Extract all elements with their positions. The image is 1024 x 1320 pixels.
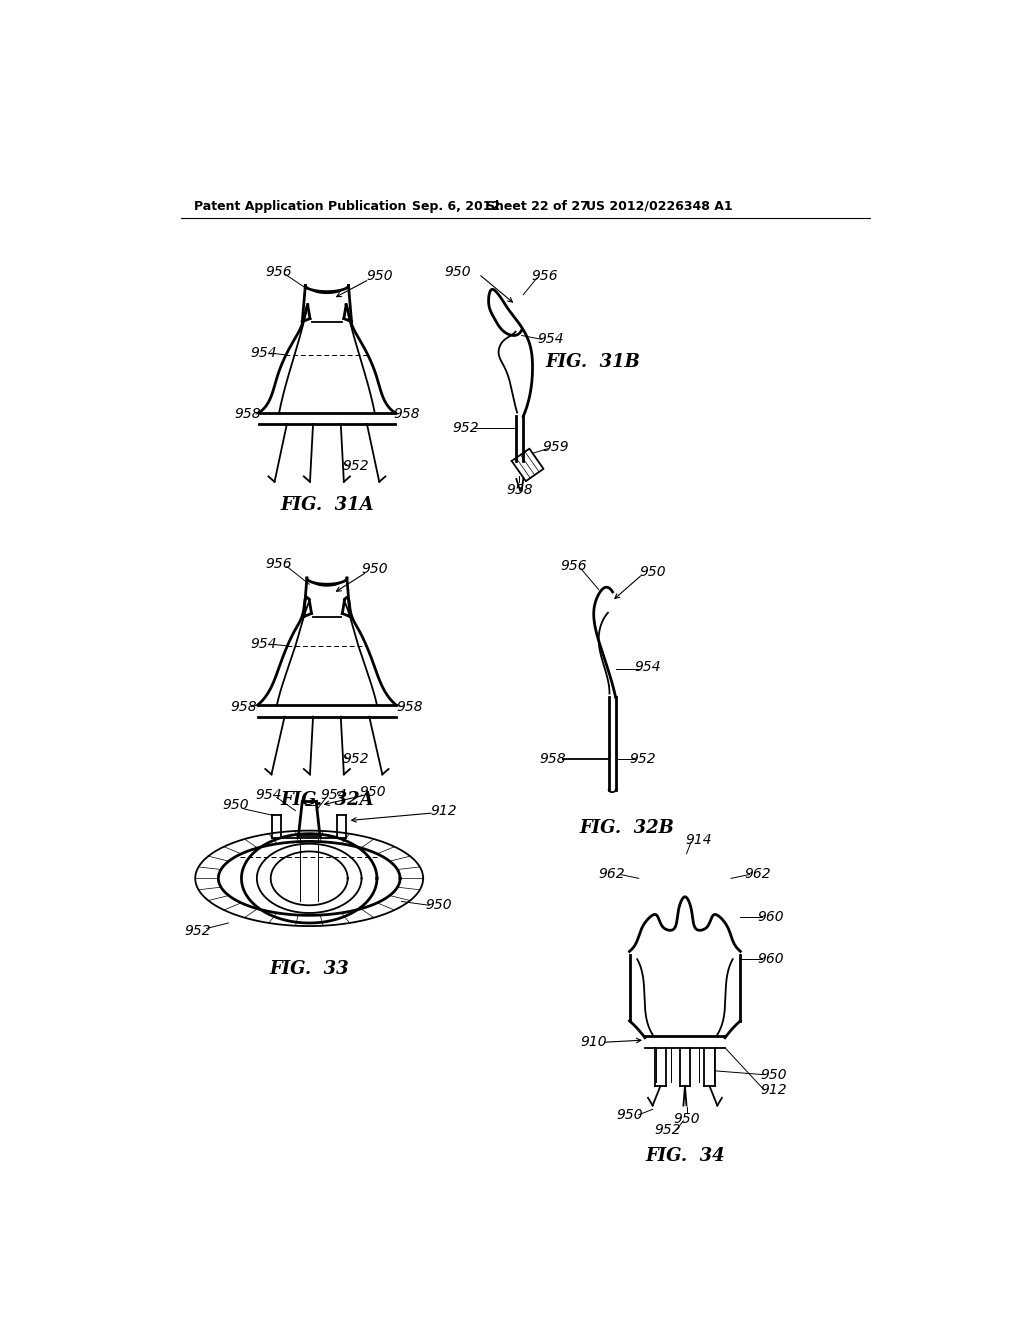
Text: 954: 954 <box>251 346 278 360</box>
Text: FIG.  34: FIG. 34 <box>645 1147 725 1164</box>
Text: 952: 952 <box>453 421 479 434</box>
Text: 954: 954 <box>537 333 563 346</box>
Text: 954: 954 <box>635 660 662 673</box>
Text: FIG.  32A: FIG. 32A <box>281 791 374 809</box>
Text: 950: 950 <box>366 269 392 284</box>
Text: Patent Application Publication: Patent Application Publication <box>194 199 407 213</box>
Text: 950: 950 <box>760 1068 786 1081</box>
Text: 952: 952 <box>343 752 370 766</box>
Text: 954: 954 <box>321 788 347 803</box>
Text: 958: 958 <box>506 483 532 496</box>
Text: 910: 910 <box>581 1035 607 1049</box>
Text: 950: 950 <box>616 1107 643 1122</box>
Text: FIG.  33: FIG. 33 <box>269 960 349 978</box>
Text: 959: 959 <box>543 440 569 454</box>
Text: 950: 950 <box>673 1113 699 1126</box>
Text: 956: 956 <box>531 269 558 284</box>
Text: 962: 962 <box>598 867 625 882</box>
Text: 914: 914 <box>685 833 712 847</box>
Text: 956: 956 <box>265 264 292 279</box>
Text: 958: 958 <box>540 752 566 766</box>
Text: FIG.  31A: FIG. 31A <box>281 496 374 513</box>
Text: 912: 912 <box>760 1084 786 1097</box>
Text: FIG.  31B: FIG. 31B <box>545 354 640 371</box>
Text: 952: 952 <box>630 752 656 766</box>
Text: 958: 958 <box>393 407 420 421</box>
Text: 952: 952 <box>654 1123 681 1137</box>
Text: FIG.  32B: FIG. 32B <box>580 820 675 837</box>
Text: 954: 954 <box>256 788 283 803</box>
Text: 960: 960 <box>758 952 784 966</box>
Text: 956: 956 <box>560 560 587 573</box>
Text: 950: 950 <box>359 785 386 799</box>
Text: 960: 960 <box>758 909 784 924</box>
Text: Sep. 6, 2012: Sep. 6, 2012 <box>412 199 500 213</box>
Text: 958: 958 <box>396 700 423 714</box>
Text: 958: 958 <box>234 407 261 421</box>
Text: 912: 912 <box>431 804 458 817</box>
Text: 950: 950 <box>639 565 666 579</box>
Text: US 2012/0226348 A1: US 2012/0226348 A1 <box>587 199 733 213</box>
Text: 954: 954 <box>251 638 278 651</box>
Text: 952: 952 <box>184 924 211 937</box>
Text: 950: 950 <box>361 562 388 576</box>
Text: 958: 958 <box>230 700 257 714</box>
Text: 950: 950 <box>223 799 250 812</box>
Text: 950: 950 <box>444 264 471 279</box>
Text: 952: 952 <box>343 459 370 474</box>
Text: Sheet 22 of 27: Sheet 22 of 27 <box>486 199 589 213</box>
Text: 956: 956 <box>266 557 293 572</box>
Text: 962: 962 <box>744 867 771 882</box>
Text: 950: 950 <box>425 899 452 912</box>
